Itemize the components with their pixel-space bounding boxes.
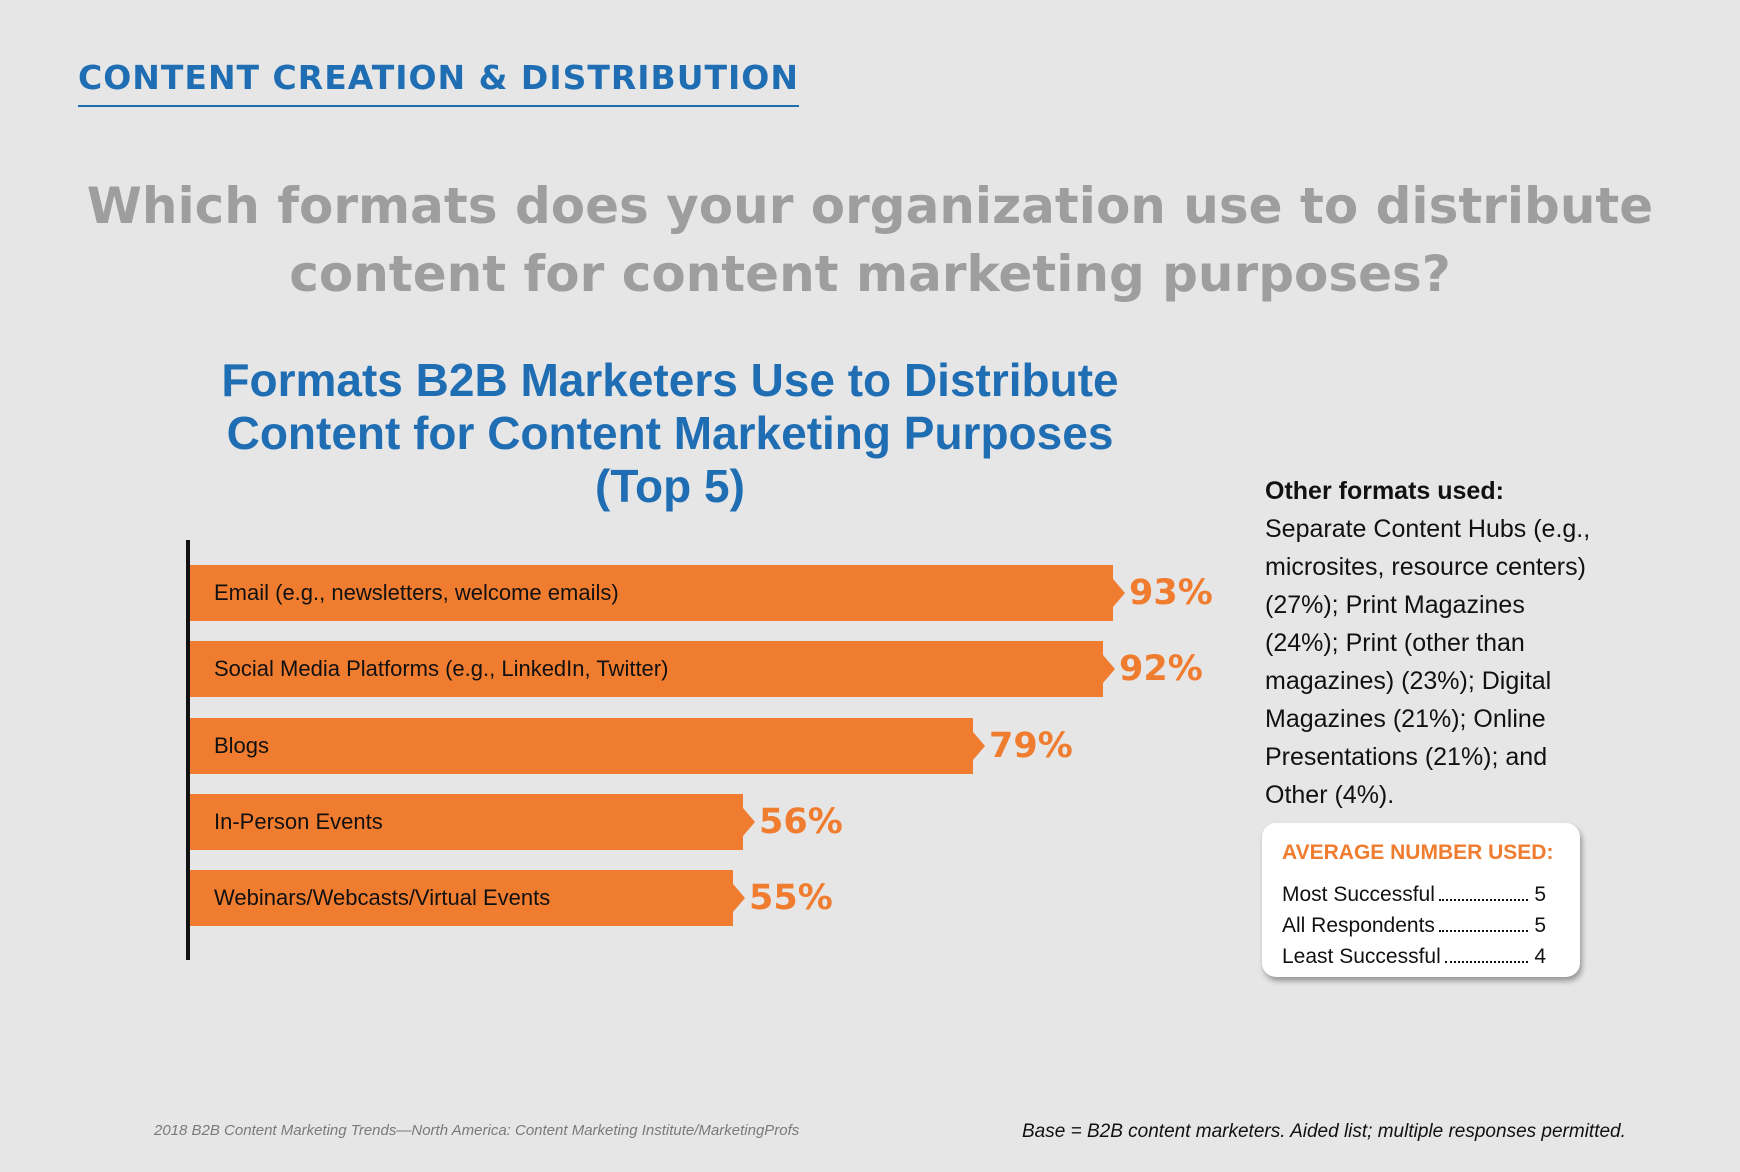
average-row-label: All Respondents: [1282, 914, 1435, 937]
chart-title: Formats B2B Marketers Use to Distribute …: [170, 354, 1170, 513]
average-number-box: AVERAGE NUMBER USED: Most Successful 5 A…: [1262, 823, 1580, 977]
average-row-most-successful: Most Successful 5: [1282, 883, 1546, 907]
base-note: Base = B2B content marketers. Aided list…: [1022, 1121, 1626, 1142]
other-formats-text: Separate Content Hubs (e.g., microsites,…: [1265, 515, 1591, 809]
bar-label: Social Media Platforms (e.g., LinkedIn, …: [214, 656, 669, 681]
source-citation: 2018 B2B Content Marketing Trends—North …: [154, 1122, 800, 1139]
average-row-all-respondents: All Respondents 5: [1282, 914, 1546, 938]
chart-title-line-2: Content for Content Marketing Purposes: [226, 407, 1114, 459]
bar-value-label: 93%: [1129, 573, 1213, 613]
average-row-value: 4: [1534, 945, 1546, 968]
dot-leader: [1444, 960, 1529, 963]
bar: [190, 565, 1113, 621]
bar-tip: [973, 732, 985, 760]
bar-value-label: 55%: [749, 878, 833, 918]
bar-value-label: 79%: [989, 726, 1073, 766]
question-line-2: content for content marketing purposes?: [289, 245, 1451, 303]
bar-tip: [1113, 579, 1125, 607]
average-row-value: 5: [1534, 883, 1546, 906]
average-row-value: 5: [1534, 914, 1546, 937]
bar: [190, 870, 733, 926]
question-heading: Which formats does your organization use…: [0, 172, 1740, 308]
bar-label: Webinars/Webcasts/Virtual Events: [214, 885, 551, 910]
bar-label: In-Person Events: [214, 809, 383, 834]
bar-tip: [743, 808, 755, 836]
chart-axis-line: [186, 540, 190, 960]
average-row-label: Least Successful: [1282, 945, 1441, 968]
other-formats-note: Other formats used: Separate Content Hub…: [1265, 472, 1605, 814]
bar-tip: [733, 884, 745, 912]
question-line-1: Which formats does your organization use…: [86, 177, 1654, 235]
chart-title-line-3: (Top 5): [595, 460, 745, 512]
dot-leader: [1438, 898, 1529, 901]
bar-tip: [1103, 655, 1115, 683]
bar: [190, 641, 1103, 697]
bar: [190, 794, 743, 850]
bar-value-label: 56%: [759, 802, 843, 842]
average-row-least-successful: Least Successful 4: [1282, 945, 1546, 969]
average-row-label: Most Successful: [1282, 883, 1435, 906]
section-header: CONTENT CREATION & DISTRIBUTION: [78, 58, 799, 107]
bar-value-label: 92%: [1119, 649, 1203, 689]
bar-label: Email (e.g., newsletters, welcome emails…: [214, 580, 619, 605]
chart-title-line-1: Formats B2B Marketers Use to Distribute: [221, 354, 1119, 406]
bar: [190, 718, 973, 774]
bar-label: Blogs: [214, 733, 270, 758]
dot-leader: [1438, 929, 1529, 932]
other-formats-heading: Other formats used:: [1265, 477, 1504, 505]
average-number-heading: AVERAGE NUMBER USED:: [1282, 841, 1554, 864]
